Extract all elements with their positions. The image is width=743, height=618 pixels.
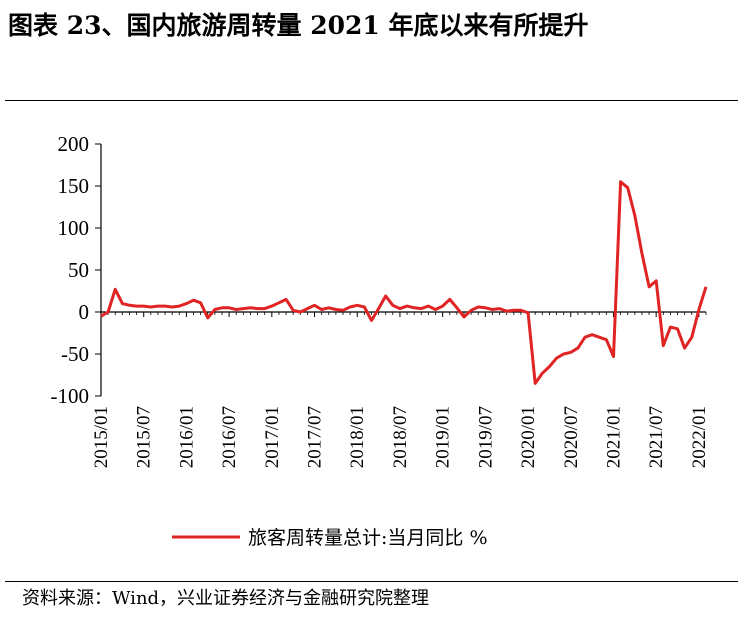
top-rule — [5, 100, 738, 101]
y-tick-label: 100 — [58, 216, 90, 240]
x-tick-label: 2021/07 — [646, 406, 667, 468]
x-tick-label: 2019/01 — [433, 406, 454, 468]
x-axis-ticks: 2015/01 2015/07 2016/01 2016/07 2017/01 2017/… — [91, 312, 710, 468]
y-tick-label: 200 — [58, 132, 90, 156]
x-tick-label: 2019/07 — [475, 406, 496, 468]
x-tick-label: 2020/01 — [518, 406, 539, 468]
chart-axes — [100, 144, 706, 396]
series-line — [100, 180, 708, 385]
y-tick-label: 150 — [58, 174, 90, 198]
source-note: 资料来源：Wind，兴业证券经济与金融研究院整理 — [22, 588, 430, 609]
bottom-rule — [5, 581, 738, 582]
x-tick-label: 2015/07 — [134, 406, 155, 468]
line-chart: 200 150 100 50 0 -50 -100 2015/01 2015/07 2016/0… — [51, 132, 710, 549]
x-tick-label: 2021/01 — [603, 406, 624, 468]
y-axis-ticks: 200 150 100 50 0 -50 -100 — [51, 132, 101, 408]
x-tick-label: 2017/01 — [262, 406, 283, 468]
x-tick-label: 2022/01 — [689, 406, 710, 468]
y-tick-label: -100 — [51, 384, 90, 408]
y-tick-label: 50 — [68, 258, 89, 282]
x-tick-label: 2016/07 — [219, 406, 240, 468]
x-tick-label: 2018/01 — [347, 406, 368, 468]
x-tick-label: 2018/07 — [390, 406, 411, 468]
figure-title: 图表 23、国内旅游周转量 2021 年底以来有所提升 — [8, 11, 589, 40]
chart-series — [100, 180, 708, 385]
x-tick-label: 2020/07 — [561, 406, 582, 468]
y-tick-label: -50 — [61, 342, 89, 366]
x-tick-label: 2017/07 — [305, 406, 326, 468]
y-tick-label: 0 — [79, 300, 90, 324]
x-tick-label: 2015/01 — [91, 406, 112, 468]
x-tick-label: 2016/01 — [176, 406, 197, 468]
legend-label: 旅客周转量总计:当月同比 % — [248, 527, 488, 549]
chart-legend: 旅客周转量总计:当月同比 % — [172, 527, 488, 549]
